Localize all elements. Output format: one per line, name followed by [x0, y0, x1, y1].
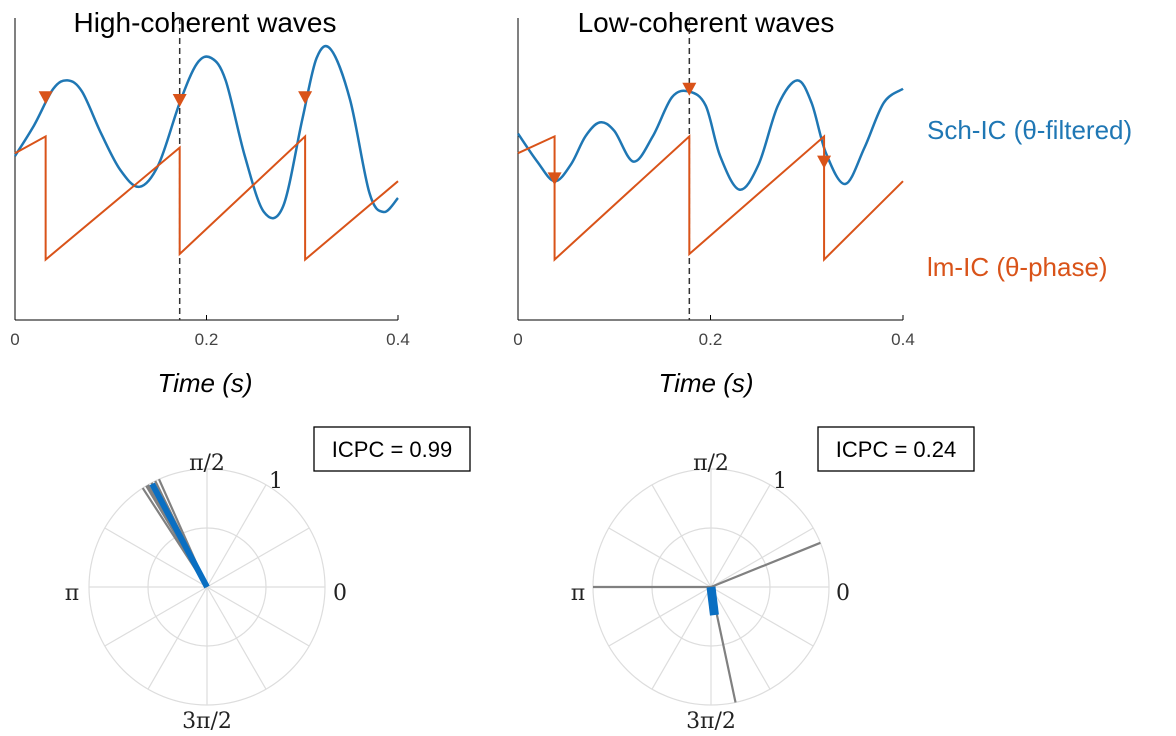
- x-tick-label: 0: [10, 330, 19, 349]
- phase-marker: [682, 82, 697, 96]
- x-axis-label: Time (s): [157, 368, 252, 398]
- mean-resultant-vector: [706, 586, 719, 616]
- grid-spoke: [710, 586, 814, 647]
- phase-marker: [38, 91, 53, 105]
- high-coherent-polar-plot: π/2 π 0 3π/2 1 ICPC = 0.99: [65, 426, 471, 734]
- grid-spoke: [104, 586, 208, 647]
- grid-spoke: [206, 527, 310, 588]
- label-radius-max: 1: [269, 469, 283, 494]
- phase-markers: [547, 82, 832, 186]
- icpc-value: ICPC = 0.99: [332, 437, 452, 462]
- label-three-pi-half: 3π/2: [182, 709, 232, 734]
- label-pi-half: π/2: [693, 451, 729, 476]
- x-tick-label: 0.2: [699, 330, 723, 349]
- low-coherent-chart: Low-coherent waves 0 0.2 0.4 Time (s): [513, 7, 915, 398]
- grid-spoke: [710, 484, 771, 588]
- grid-spoke: [710, 586, 771, 690]
- legend-sch-ic: Sch-IC (θ-filtered): [927, 115, 1132, 145]
- sch-ic-wave-line: [516, 79, 904, 191]
- x-tick-label: 0.2: [195, 330, 219, 349]
- grid-spoke: [710, 527, 814, 588]
- icpc-value: ICPC = 0.24: [836, 437, 956, 462]
- label-radius-max: 1: [773, 469, 787, 494]
- phase-marker: [298, 91, 313, 105]
- mean-resultant-vector: [149, 482, 210, 589]
- icpc-box: [817, 426, 975, 472]
- label-pi: π: [571, 581, 585, 606]
- label-pi-half: π/2: [189, 451, 225, 476]
- x-tick-label: 0: [513, 330, 522, 349]
- trial-line: [710, 541, 821, 589]
- low-coherent-polar-plot: π/2 π 0 3π/2 1 ICPC = 0.24: [571, 426, 975, 734]
- grid-spoke: [608, 586, 712, 647]
- phase-marker: [817, 155, 832, 169]
- x-tick-labels: 0 0.2 0.4: [10, 330, 410, 349]
- x-tick-label: 0.4: [891, 330, 915, 349]
- grid-spoke: [206, 484, 267, 588]
- lm-ic-phase-line: [517, 134, 904, 263]
- phase-marker: [547, 172, 562, 186]
- label-zero: 0: [333, 581, 347, 606]
- grid-spoke: [147, 586, 208, 690]
- grid-spoke: [206, 586, 267, 690]
- legend-lm-ic: lm-IC (θ-phase): [927, 252, 1108, 282]
- label-pi: π: [65, 581, 79, 606]
- chart-title: Low-coherent waves: [578, 7, 835, 38]
- x-tick-labels: 0 0.2 0.4: [513, 330, 915, 349]
- label-three-pi-half: 3π/2: [686, 709, 736, 734]
- x-tick-label: 0.4: [386, 330, 410, 349]
- grid-spoke: [651, 484, 712, 588]
- icpc-box: [313, 426, 471, 472]
- phase-markers: [38, 91, 313, 107]
- grid-spoke: [651, 586, 712, 690]
- grid-spoke: [608, 527, 712, 588]
- phase-marker: [172, 94, 187, 107]
- grid-spoke: [206, 586, 310, 647]
- x-ticks: [517, 315, 904, 320]
- label-zero: 0: [836, 581, 850, 606]
- chart-title: High-coherent waves: [73, 7, 336, 38]
- x-ticks: [14, 315, 399, 320]
- grid-spoke: [104, 527, 208, 588]
- lm-ic-phase-line: [14, 134, 399, 262]
- x-axis-label: Time (s): [658, 368, 753, 398]
- polar-grid: [592, 468, 830, 706]
- high-coherent-chart: High-coherent waves 0 0.2 0.4 Time (s): [10, 7, 410, 398]
- sch-ic-wave-line: [13, 44, 399, 220]
